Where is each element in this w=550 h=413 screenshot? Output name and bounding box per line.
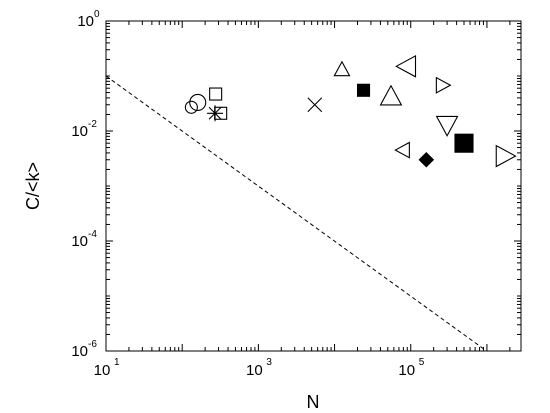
data-point-square-large [454, 133, 474, 153]
plot-frame [105, 20, 522, 352]
y-tick-exponent: 0 [94, 9, 100, 20]
x-axis-title: N [307, 392, 320, 412]
x-tick-label: 10 [246, 362, 263, 379]
x-tick-exponent: 5 [419, 357, 425, 368]
data-point-circle-large [189, 93, 207, 112]
data-point-triangle-up [333, 60, 351, 77]
y-tick-exponent: -2 [88, 119, 97, 130]
data-point-triangle-up-large [379, 84, 403, 106]
data-point-diamond [418, 151, 435, 168]
data-point-square [356, 83, 371, 97]
axis-ticks [105, 20, 521, 352]
y-tick-label: 10 [71, 123, 88, 140]
data-points [184, 54, 517, 168]
data-point-triangle-left-large [395, 54, 417, 78]
y-tick-exponent: -6 [88, 339, 97, 350]
y-tick-label: 10 [71, 233, 88, 250]
y-axis-title: C/<k> [23, 162, 43, 210]
x-tick-exponent: 3 [266, 357, 272, 368]
tick-labels: 10 1 10 3 10 510 010 -210 -410 -6 [71, 9, 424, 379]
x-tick-exponent: 1 [114, 357, 120, 368]
data-point-triangle-right [435, 76, 452, 94]
x-tick-label: 10 [94, 362, 111, 379]
data-point-circle [184, 100, 198, 114]
data-point-triangle-right-large [495, 144, 517, 168]
reference-line [105, 75, 484, 350]
y-tick-exponent: -4 [88, 229, 97, 240]
data-point-triangle-left [394, 141, 410, 159]
data-point-triangle-down-large [435, 115, 459, 137]
data-point-cross [307, 97, 323, 113]
reference-line-group [105, 75, 484, 350]
data-point-square [209, 87, 223, 101]
x-tick-label: 10 [398, 362, 415, 379]
data-point-square [214, 106, 228, 120]
y-tick-label: 10 [71, 343, 88, 360]
y-tick-label: 10 [77, 13, 94, 30]
